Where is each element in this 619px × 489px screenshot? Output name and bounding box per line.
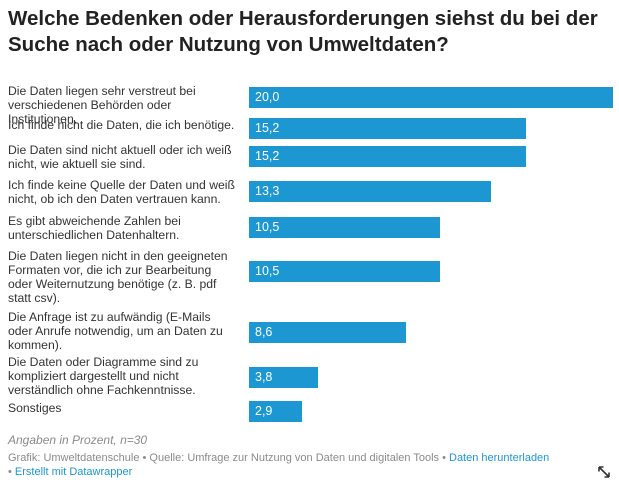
bar (249, 181, 492, 202)
expand-icon[interactable] (597, 465, 611, 479)
bar-label: Ich finde keine Quelle der Daten und wei… (8, 178, 235, 206)
bar-value-label: 8,6 (255, 325, 273, 339)
bar-value-label: 15,2 (255, 149, 280, 163)
chart-footer: Grafik: Umweltdatenschule • Quelle: Umfr… (8, 451, 588, 479)
bar-label: Die Anfrage ist zu aufwändig (E-Mails od… (8, 310, 223, 352)
bar-value-label: 13,3 (255, 184, 280, 198)
bar (249, 217, 441, 238)
bar (249, 261, 441, 282)
bar-label: Die Daten liegen sehr verstreut bei vers… (8, 84, 196, 126)
bar-label: Sonstiges (8, 401, 62, 415)
bar-value-label: 10,5 (255, 264, 280, 278)
bar-value-label: 3,8 (255, 370, 273, 384)
chart-title: Welche Bedenken oder Herausforderungen s… (8, 7, 598, 56)
bar-value-label: 20,0 (255, 90, 280, 104)
bar-value-label: 2,9 (255, 404, 273, 418)
chart-note: Angaben in Prozent, n=30 (8, 433, 148, 447)
bar-value-label: 10,5 (255, 220, 280, 234)
footer-source: Grafik: Umweltdatenschule • Quelle: Umfr… (8, 452, 449, 464)
bar (249, 146, 526, 167)
bar-label: Die Daten liegen nicht in den geeigneten… (8, 249, 228, 305)
download-data-link[interactable]: Daten herunterladen (449, 452, 550, 464)
bar (249, 118, 526, 139)
bar-label: Die Daten sind nicht aktuell oder ich we… (8, 143, 232, 171)
bar (249, 87, 613, 108)
footer-separator: • (8, 466, 15, 478)
bar-value-label: 15,2 (255, 121, 280, 135)
bar (249, 367, 319, 388)
bar-label: Die Daten oder Diagramme sind zu kompliz… (8, 355, 199, 397)
bar (249, 401, 302, 422)
bar-label: Ich finde nicht die Daten, die ich benöt… (8, 118, 235, 132)
datawrapper-link[interactable]: Erstellt mit Datawrapper (14, 466, 133, 478)
bar (249, 322, 406, 343)
bar-label: Es gibt abweichende Zahlen bei unterschi… (8, 214, 181, 242)
